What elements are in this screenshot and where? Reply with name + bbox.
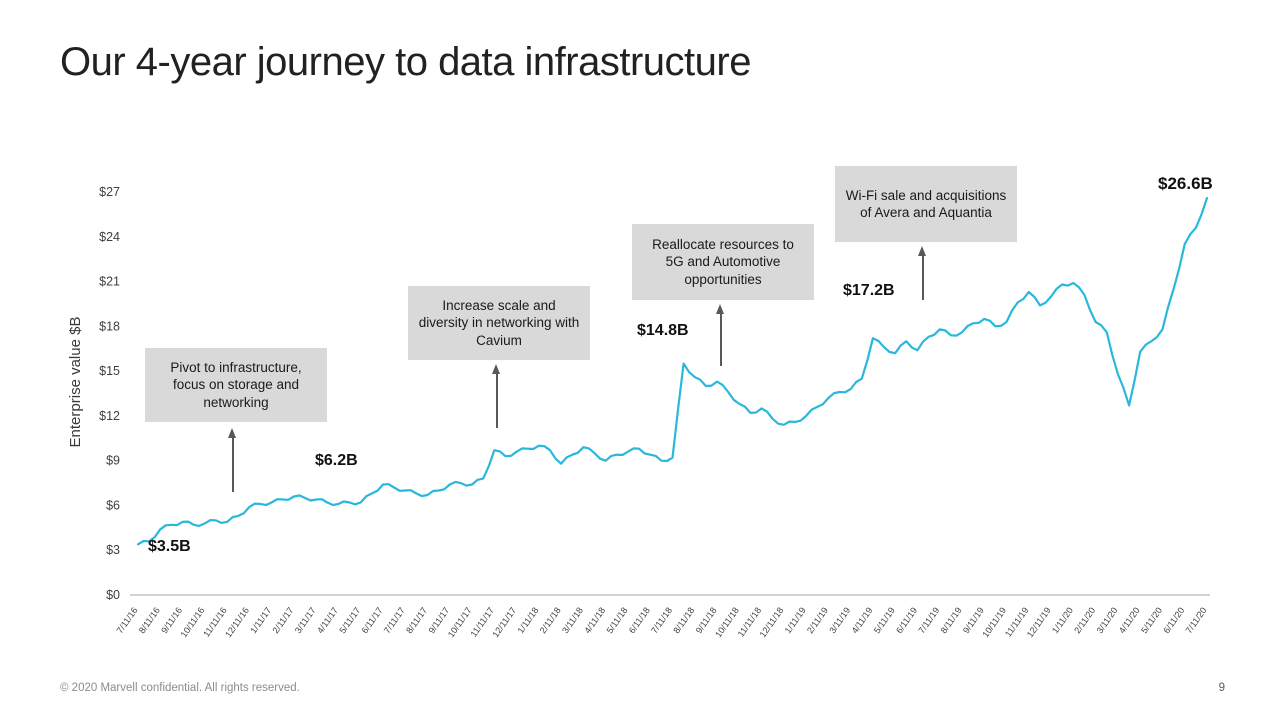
y-tick-label: $0 <box>106 588 120 602</box>
x-tick-label: 6/11/20 <box>1161 605 1186 635</box>
y-tick-label: $27 <box>99 185 120 199</box>
y-tick-label: $12 <box>99 409 120 423</box>
callout-wifi-text: Wi-Fi sale and acquisitions of Avera and… <box>845 187 1007 220</box>
y-tick-label: $24 <box>99 230 120 244</box>
callout-wifi: Wi-Fi sale and acquisitions of Avera and… <box>835 166 1017 242</box>
callout-pivot: Pivot to infrastructure, focus on storag… <box>145 348 327 422</box>
x-tick-label: 8/11/17 <box>404 605 429 635</box>
y-tick-label: $6 <box>106 498 120 512</box>
value-label-cavium-close: $14.8B <box>637 322 689 339</box>
line-chart-svg: $0 $3 $6 $9 $12 $15 $18 $21 $24 $27 7/11/168/11/16… <box>99 185 1210 639</box>
up-arrow-reallocate <box>716 304 725 366</box>
arrow-head-icon <box>716 304 724 314</box>
arrow-head-icon <box>492 364 500 374</box>
x-tick-label: 7/11/17 <box>382 605 407 635</box>
callout-pivot-text: Pivot to infrastructure, focus on storag… <box>170 360 302 410</box>
x-tick-label: 5/11/19 <box>872 605 897 635</box>
x-tick-label: 7/11/16 <box>115 605 140 635</box>
value-label-end: $26.6B <box>1158 174 1213 193</box>
arrow-shaft <box>921 254 924 300</box>
x-tick-label: 3/11/18 <box>560 605 585 635</box>
x-tick-label: 7/11/20 <box>1184 605 1209 635</box>
x-tick-label: 1/11/17 <box>248 605 273 635</box>
y-axis-label: Enterprise value $B <box>67 316 84 448</box>
x-tick-label: 3/11/19 <box>827 605 852 635</box>
x-tick-label: 4/11/19 <box>850 605 875 635</box>
page-number: 9 <box>1218 682 1225 694</box>
x-tick-label: 2/11/17 <box>270 605 295 635</box>
arrow-shaft <box>231 436 234 492</box>
enterprise-value-chart: Enterprise value $B $0 $3 $6 $9 $12 $15 $18 $21… <box>60 160 1235 675</box>
callout-cavium: Increase scale and diversity in networki… <box>408 286 590 360</box>
y-tick-label: $18 <box>99 319 120 333</box>
up-arrow-cavium <box>492 364 501 428</box>
copyright-text: © 2020 Marvell confidential. All rights … <box>60 682 300 694</box>
arrow-shaft <box>719 312 722 366</box>
arrow-head-icon <box>228 428 236 438</box>
x-tick-label: 8/11/16 <box>137 605 162 635</box>
x-tick-label: 2/11/20 <box>1072 605 1097 635</box>
x-tick-label: 4/11/18 <box>582 605 607 635</box>
up-arrow-pivot <box>228 428 237 492</box>
value-label-mid2017: $6.2B <box>315 452 358 469</box>
y-tick-label: $3 <box>106 543 120 557</box>
y-tick-label: $21 <box>99 275 120 289</box>
x-tick-label: 7/11/18 <box>649 605 674 635</box>
y-tick-label: $15 <box>99 364 120 378</box>
x-tick-label: 7/11/19 <box>916 605 941 635</box>
x-tick-label: 8/11/18 <box>671 605 696 635</box>
x-tick-label: 3/11/20 <box>1095 605 1120 635</box>
up-arrow-wifi <box>918 246 927 300</box>
value-label-mid2019: $17.2B <box>843 282 895 299</box>
arrow-shaft <box>495 372 498 428</box>
value-label-start: $3.5B <box>148 538 191 555</box>
x-tick-label: 8/11/19 <box>939 605 964 635</box>
x-tick-label: 4/11/17 <box>315 605 340 635</box>
x-tick-label: 2/11/18 <box>538 605 563 635</box>
callout-cavium-text: Increase scale and diversity in networki… <box>418 298 580 348</box>
x-tick-label: 1/11/20 <box>1050 605 1075 635</box>
page-title: Our 4-year journey to data infrastructur… <box>60 40 751 84</box>
x-tick-label: 6/11/17 <box>360 605 385 635</box>
x-tick-label: 6/11/19 <box>894 605 919 635</box>
x-tick-label: 5/11/18 <box>605 605 630 635</box>
x-tick-label: 5/11/17 <box>337 605 362 635</box>
y-tick-label: $9 <box>106 454 120 468</box>
x-tick-label: 3/11/17 <box>293 605 318 635</box>
callout-reallocate-text: Reallocate resources to 5G and Automotiv… <box>652 237 794 287</box>
x-tick-label: 1/11/19 <box>783 605 808 635</box>
x-tick-label: 1/11/18 <box>515 605 540 635</box>
x-tick-label: 2/11/19 <box>805 605 830 635</box>
arrow-head-icon <box>918 246 926 256</box>
x-tick-label: 5/11/20 <box>1139 605 1164 635</box>
callout-reallocate: Reallocate resources to 5G and Automotiv… <box>632 224 814 300</box>
x-tick-label: 4/11/20 <box>1117 605 1142 635</box>
x-tick-label: 6/11/18 <box>627 605 652 635</box>
enterprise-value-line <box>136 196 1209 546</box>
